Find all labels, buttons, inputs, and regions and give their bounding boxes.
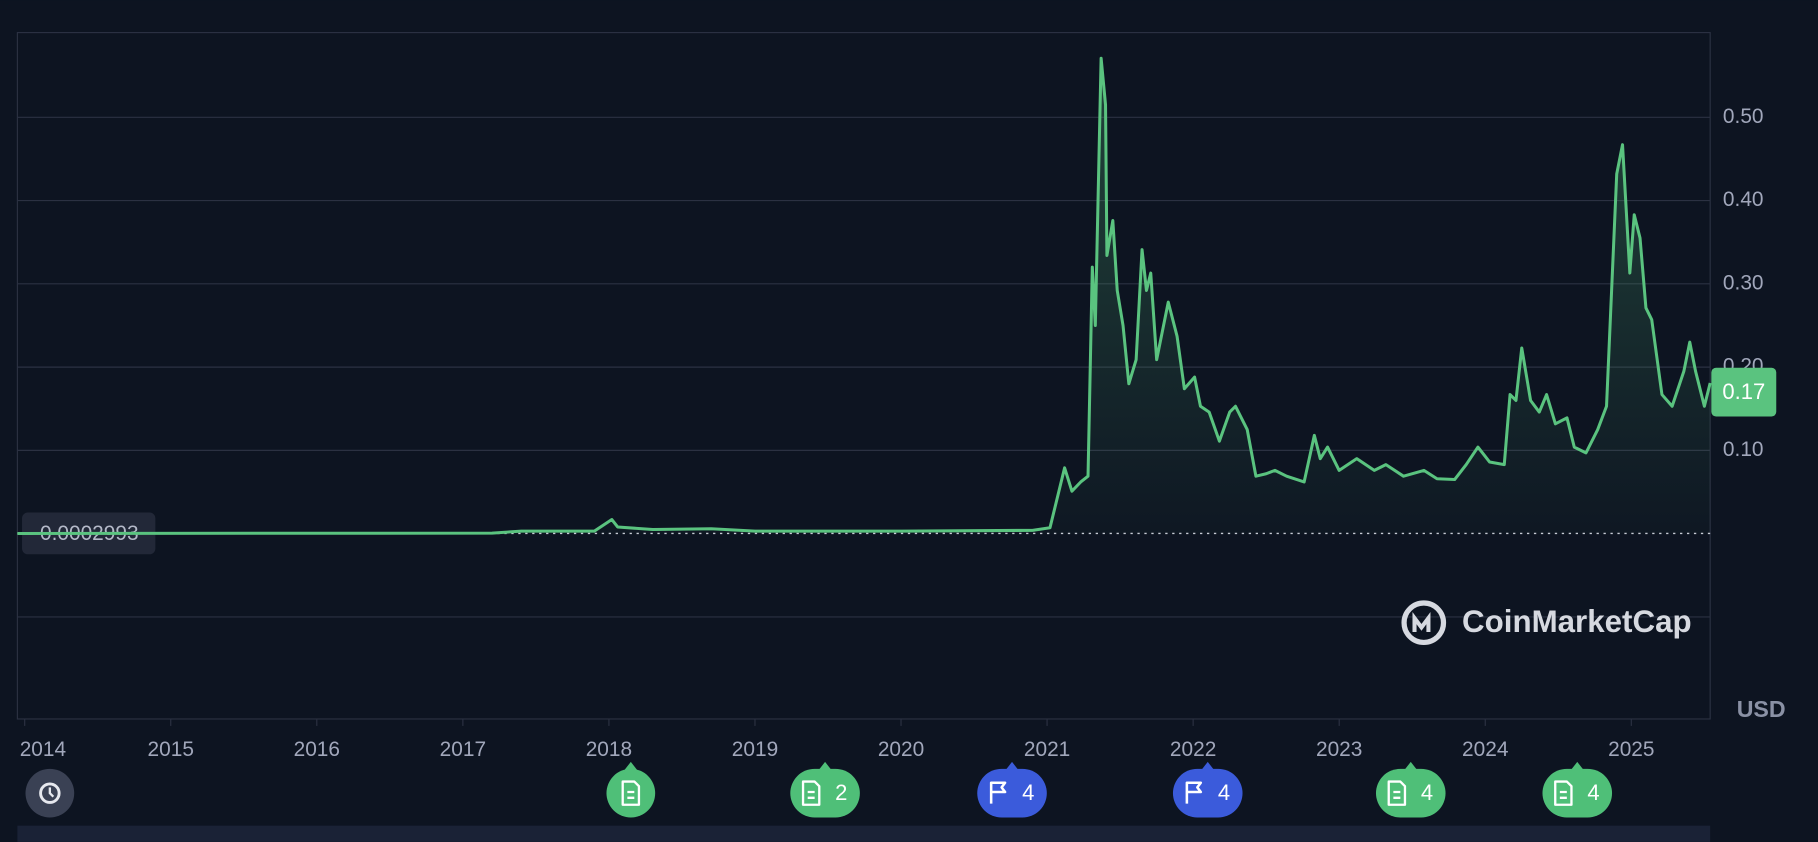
event-marker[interactable]: 4 (1542, 761, 1613, 818)
event-marker[interactable]: 4 (1172, 761, 1243, 818)
event-icon-flag (1185, 781, 1203, 804)
price-line (17, 56, 1712, 535)
last-price-badge (1711, 367, 1777, 417)
x-tick-label: 2016 (294, 738, 340, 761)
event-count: 4 (1421, 780, 1433, 805)
history-button[interactable] (25, 768, 75, 818)
event-pill[interactable] (1172, 768, 1243, 818)
y-tick-label: 0.50 (1723, 105, 1764, 128)
plot-frame (16, 32, 1711, 720)
navigator-strip (17, 825, 1711, 842)
event-pill[interactable] (977, 768, 1047, 818)
watermark-text: CoinMarketCap (1462, 604, 1692, 639)
x-tick-label: 2018 (586, 738, 632, 761)
event-icon-document (621, 780, 641, 806)
history-icon (39, 782, 61, 804)
y-tick-label: 0.30 (1723, 271, 1764, 294)
x-tick-label: 2019 (732, 738, 778, 761)
event-pill[interactable] (1375, 768, 1446, 818)
x-tick-label: 2025 (1608, 738, 1654, 761)
watermark: CoinMarketCap (1401, 600, 1692, 646)
x-tick-label: 2023 (1316, 738, 1362, 761)
event-count: 4 (1218, 780, 1230, 805)
watermark-logo (1401, 600, 1447, 646)
event-marker[interactable] (606, 761, 656, 818)
event-icon-document (1387, 780, 1407, 806)
event-marker[interactable]: 4 (1375, 761, 1446, 818)
event-pill[interactable] (790, 768, 860, 818)
event-marker[interactable]: 2 (790, 761, 860, 818)
watermark-logo-mark (1412, 612, 1431, 633)
event-icon-flag (989, 781, 1007, 804)
event-count: 4 (1022, 780, 1034, 805)
event-pill[interactable] (1542, 768, 1613, 818)
x-tick-label: 2020 (878, 738, 924, 761)
x-tick-label: 2022 (1170, 738, 1216, 761)
last-price-label: 0.17 (1722, 379, 1765, 404)
event-count: 4 (1587, 780, 1599, 805)
x-tick-label: 2021 (1024, 738, 1070, 761)
event-count: 2 (835, 780, 847, 805)
y-tick-label: 0.40 (1723, 188, 1764, 211)
x-tick-label: 2015 (148, 738, 194, 761)
x-tick-label: 2014 (20, 738, 66, 761)
event-marker[interactable]: 4 (977, 761, 1047, 818)
event-icon-document (801, 780, 821, 806)
x-tick-label: 2017 (440, 738, 486, 761)
event-icon-document (1554, 780, 1573, 806)
y-tick-label: 0.10 (1723, 438, 1764, 461)
history-icon-hand (48, 787, 55, 798)
x-tick-label: 2024 (1462, 738, 1508, 761)
currency-label: USD (1737, 696, 1786, 722)
price-area (17, 58, 1711, 534)
